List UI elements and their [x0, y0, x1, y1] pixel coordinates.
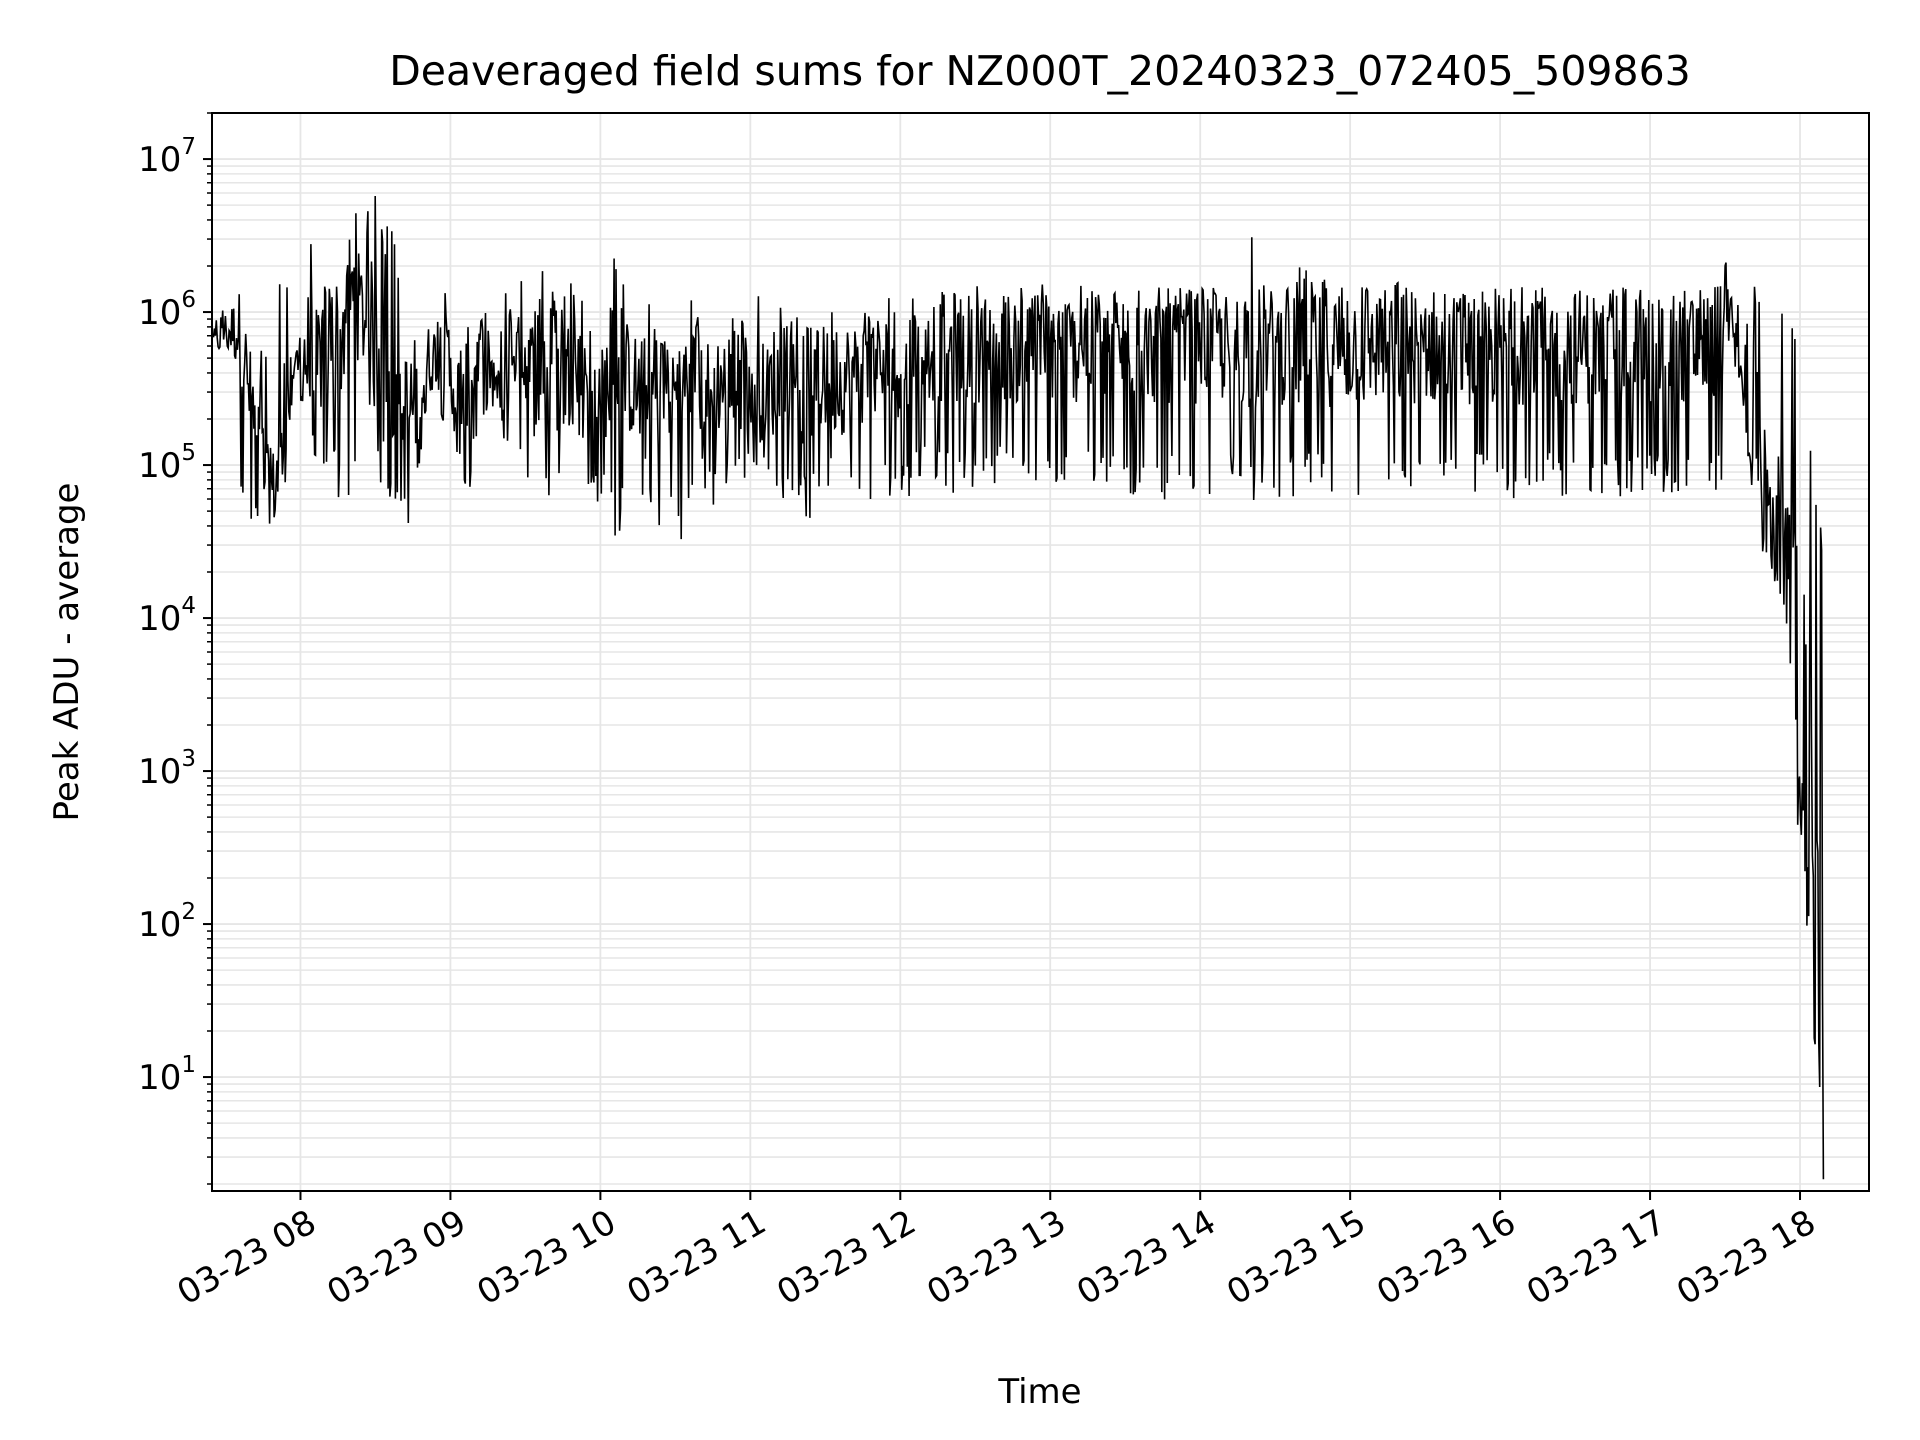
y-tick-label: 107 — [138, 134, 196, 180]
series-line — [212, 195, 1825, 1180]
y-axis: 101 102 103 104 105 106 107 — [138, 112, 212, 1185]
x-axis-label: Time — [997, 1372, 1081, 1412]
y-tick-label: 105 — [138, 440, 196, 486]
chart-title: Deaveraged field sums for NZ000T_2024032… — [389, 47, 1691, 95]
y-axis-label: Peak ADU - average — [47, 483, 87, 822]
y-tick-label: 103 — [138, 746, 196, 792]
y-tick-label: 102 — [138, 899, 196, 945]
plot-area — [212, 195, 1825, 1180]
y-tick-label: 104 — [138, 593, 196, 639]
y-tick-label: 106 — [138, 287, 196, 333]
y-tick-label: 101 — [138, 1052, 196, 1098]
